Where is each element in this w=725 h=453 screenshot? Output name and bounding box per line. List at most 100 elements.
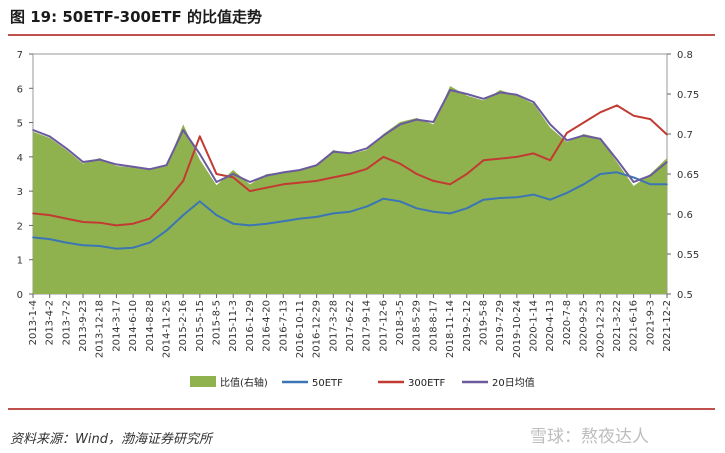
point-3-37 xyxy=(649,174,652,177)
point-2-16 xyxy=(299,181,301,184)
x-tick-label: 2017-6-22 xyxy=(345,300,356,352)
point-1-33 xyxy=(582,183,585,186)
point-2-25 xyxy=(449,183,451,186)
ratio-chart: 0 1 2 3 4 5 6 7 0.5 0.55 0.6 0.65 0.7 0.75 0.8 2013-1… xyxy=(17,50,700,389)
point-1-2 xyxy=(65,241,68,244)
point-2-37 xyxy=(649,118,652,120)
x-tick-label: 2019-10-24 xyxy=(512,300,523,358)
line-series-layer xyxy=(32,89,668,250)
point-2-29 xyxy=(516,156,518,158)
point-3-30 xyxy=(532,101,535,103)
x-tick-label: 2020-7-8 xyxy=(562,300,573,345)
point-1-26 xyxy=(465,207,468,210)
x-tick-label: 2015-11-3 xyxy=(228,300,239,352)
point-3-2 xyxy=(65,147,68,150)
point-2-8 xyxy=(165,200,168,203)
legend-label: 50ETF xyxy=(312,378,343,389)
point-2-5 xyxy=(115,224,118,227)
point-1-32 xyxy=(566,192,568,194)
point-2-6 xyxy=(132,222,134,225)
ratio-area-layer xyxy=(33,86,667,294)
point-3-28 xyxy=(499,91,501,94)
x-tick-label: 2021-9-3 xyxy=(645,300,656,345)
point-2-35 xyxy=(616,104,618,107)
point-1-14 xyxy=(265,222,268,225)
point-1-11 xyxy=(215,214,218,216)
legend-label: 比值(右轴) xyxy=(220,376,268,389)
point-2-11 xyxy=(215,173,218,175)
point-1-31 xyxy=(549,198,552,201)
point-2-14 xyxy=(265,186,268,189)
point-1-35 xyxy=(616,171,618,174)
point-3-31 xyxy=(549,123,552,126)
point-3-7 xyxy=(148,168,151,170)
point-1-20 xyxy=(365,205,368,208)
point-2-17 xyxy=(315,180,318,182)
x-tick-label: 2017-12-6 xyxy=(378,300,389,352)
point-3-4 xyxy=(98,158,101,161)
left-tick-label: 1 xyxy=(17,256,23,267)
point-1-28 xyxy=(499,197,501,199)
right-y-axis: 0.5 0.55 0.6 0.65 0.7 0.75 0.8 xyxy=(667,50,699,301)
point-3-9 xyxy=(182,129,184,131)
point-1-18 xyxy=(332,212,335,215)
point-3-21 xyxy=(382,134,385,137)
point-3-18 xyxy=(332,150,335,153)
point-2-7 xyxy=(148,217,151,220)
x-tick-label: 2013-12-18 xyxy=(95,300,106,358)
legend-label: 300ETF xyxy=(408,378,446,389)
x-tick-label: 2017-3-28 xyxy=(328,300,339,352)
point-2-21 xyxy=(382,156,385,158)
point-3-25 xyxy=(449,89,451,91)
right-tick-label: 0.65 xyxy=(677,170,699,181)
x-tick-label: 2013-4-2 xyxy=(45,300,56,345)
point-1-38 xyxy=(666,183,668,186)
point-2-2 xyxy=(65,217,68,220)
point-3-20 xyxy=(365,147,368,150)
point-2-34 xyxy=(599,111,602,114)
point-1-22 xyxy=(399,200,401,203)
point-3-5 xyxy=(115,163,118,166)
x-tick-label: 2016-4-20 xyxy=(262,300,273,352)
x-tick-label: 2014-3-17 xyxy=(111,300,122,352)
x-tick-label: 2013-9-23 xyxy=(78,300,89,352)
x-tick-label: 2016-12-29 xyxy=(312,300,323,358)
point-1-10 xyxy=(199,200,201,203)
point-2-20 xyxy=(365,168,368,170)
point-2-4 xyxy=(98,221,101,224)
point-3-17 xyxy=(315,164,318,166)
x-tick-label: 2013-1-4 xyxy=(28,300,39,345)
point-2-9 xyxy=(182,180,184,182)
point-2-36 xyxy=(632,114,635,117)
point-1-34 xyxy=(599,173,602,175)
point-2-33 xyxy=(582,121,585,124)
point-1-25 xyxy=(449,212,451,215)
point-1-8 xyxy=(165,229,168,232)
right-tick-label: 0.6 xyxy=(677,210,693,221)
point-1-5 xyxy=(115,247,118,250)
point-2-22 xyxy=(399,162,401,165)
x-tick-label: 2021-3-22 xyxy=(612,300,623,352)
x-tick-label: 2021-6-16 xyxy=(629,300,640,352)
point-3-32 xyxy=(566,139,568,142)
point-3-34 xyxy=(599,138,602,140)
point-3-1 xyxy=(48,135,51,138)
point-3-0 xyxy=(32,129,34,131)
x-tick-label: 2020-12-23 xyxy=(595,300,606,358)
point-2-15 xyxy=(282,183,285,186)
x-tick-label: 2018-8-17 xyxy=(428,300,439,352)
point-2-32 xyxy=(566,132,568,134)
left-tick-label: 0 xyxy=(17,290,23,301)
top-divider xyxy=(8,34,715,36)
point-3-36 xyxy=(632,181,635,183)
x-tick-label: 2016-10-11 xyxy=(295,300,306,358)
point-3-3 xyxy=(82,161,84,163)
point-3-14 xyxy=(265,174,268,177)
point-3-10 xyxy=(199,153,201,155)
point-1-9 xyxy=(182,214,184,216)
series-area-ratio xyxy=(33,86,667,294)
point-2-24 xyxy=(432,180,435,182)
point-1-29 xyxy=(516,196,518,199)
point-3-6 xyxy=(132,166,134,168)
x-tick-label: 2018-5-29 xyxy=(412,300,423,352)
